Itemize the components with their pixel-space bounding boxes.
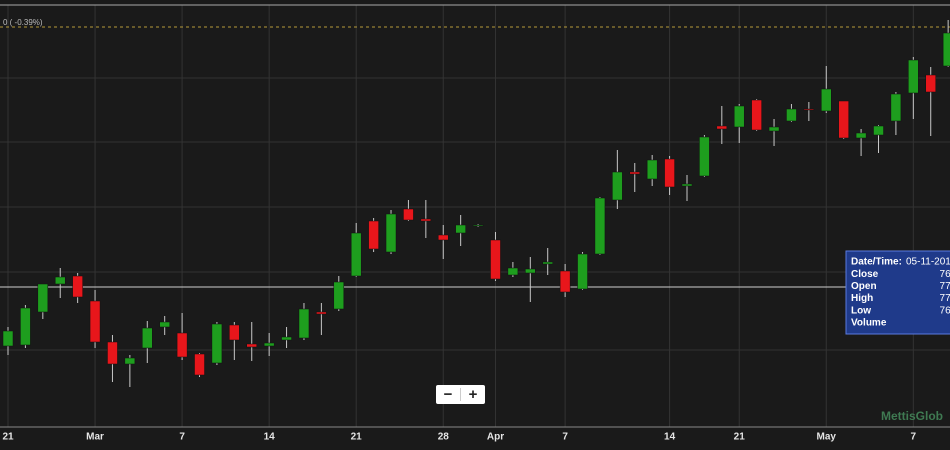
zoom-controls: − +: [436, 385, 485, 404]
candle-body: [490, 239, 501, 280]
candle-body: [124, 357, 136, 365]
tooltip-label: High: [851, 293, 873, 304]
candle-body: [54, 276, 66, 285]
candle-body: [577, 253, 588, 290]
candle-body: [246, 343, 257, 348]
zoom-in-button[interactable]: +: [469, 386, 478, 403]
candle-body: [72, 275, 83, 298]
tooltip-value: 76.7: [940, 305, 950, 316]
candle-body: [925, 74, 936, 93]
x-tick-label: 14: [664, 432, 676, 443]
candle-body: [855, 132, 867, 139]
tooltip-value: 77.3: [940, 293, 950, 304]
x-tick-label: 21: [734, 432, 746, 443]
x-tick-label: 7: [562, 432, 568, 443]
candle-body: [751, 99, 762, 131]
x-tick-label: 14: [264, 432, 276, 443]
candles: [2, 20, 950, 387]
candle-body: [385, 213, 397, 253]
candle-body: [612, 171, 623, 201]
candle-body: [368, 220, 379, 250]
candle-body: [699, 136, 710, 177]
candle-body: [159, 321, 170, 328]
candle-body: [821, 88, 832, 112]
candle-body: [525, 268, 536, 274]
tooltip-label: Volume: [851, 318, 887, 329]
zoom-out-button[interactable]: −: [444, 386, 453, 403]
tooltip-label: Date/Time:: [851, 257, 902, 268]
candle-body: [142, 327, 153, 349]
candle-body: [542, 261, 553, 265]
candle-body: [316, 311, 327, 315]
candle-body: [908, 59, 919, 94]
candle-body: [438, 234, 449, 241]
tooltip-label: Close: [851, 269, 879, 280]
candle-body: [594, 197, 606, 255]
candle-body: [263, 342, 275, 347]
candle-body: [107, 341, 118, 365]
candle-body: [89, 300, 101, 343]
x-tick-label: 7: [179, 432, 185, 443]
tooltip: Date/Time: 05-11-201 Close 76.9 Open 77.1 High…: [845, 250, 950, 335]
tooltip-box: [845, 250, 950, 335]
candle-body: [733, 105, 745, 128]
candle-body: [298, 308, 310, 339]
candle-body: [211, 323, 223, 364]
candle-body: [472, 224, 484, 227]
candle-body: [229, 324, 240, 341]
candle-body: [768, 126, 780, 132]
candle-body: [716, 125, 728, 130]
candle-body: [194, 353, 205, 376]
tooltip-value: 05-11-201: [906, 257, 950, 268]
candle-body: [873, 125, 884, 136]
candle-body: [629, 171, 641, 175]
candle-body: [176, 332, 188, 358]
candle-body: [942, 32, 950, 67]
candle-body: [455, 224, 466, 234]
candle-body: [20, 307, 31, 346]
candle-body: [890, 93, 902, 122]
candle-body: [507, 267, 519, 276]
x-tick-label: 7: [911, 432, 917, 443]
tooltip-value: 77.1: [940, 281, 950, 292]
candle-body: [37, 283, 49, 313]
x-tick-label: Apr: [487, 432, 504, 443]
tooltip-label: Open: [851, 281, 877, 292]
candle-body: [281, 336, 292, 341]
candle-body: [646, 159, 658, 180]
grid: [0, 77, 950, 351]
candle-body: [838, 100, 849, 139]
candle-body: [559, 270, 571, 293]
candle-body: [2, 330, 14, 347]
x-tick-label: Mar: [86, 432, 104, 443]
header-text: 0 ( -0.39%): [3, 18, 43, 27]
candle-body: [350, 232, 362, 277]
candle-body: [803, 108, 815, 111]
candle-body: [420, 218, 432, 222]
candle-body: [786, 108, 797, 122]
x-tick-label: 21: [2, 432, 14, 443]
candle-body: [681, 183, 693, 187]
x-tick-label: May: [817, 432, 837, 443]
x-tick-label: 21: [351, 432, 363, 443]
candle-body: [664, 158, 675, 188]
x-tick-label: 28: [438, 432, 450, 443]
tooltip-value: 76.9: [940, 269, 950, 280]
candle-body: [333, 281, 345, 310]
tooltip-label: Low: [851, 305, 871, 316]
watermark: MettisGlob: [881, 409, 943, 423]
candle-body: [403, 208, 414, 221]
